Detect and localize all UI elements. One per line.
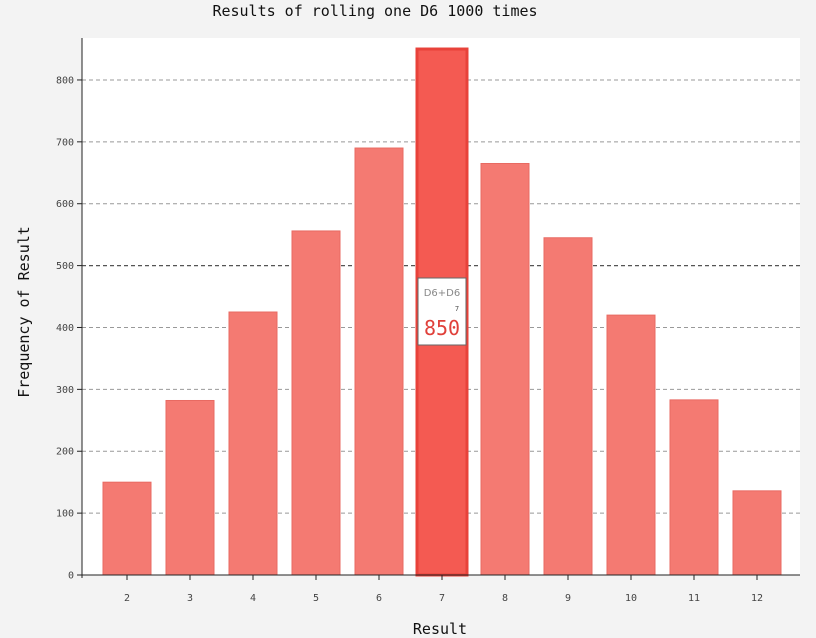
tooltip-series-name: D6+D6: [424, 288, 461, 299]
x-tick-label-10: 10: [625, 593, 637, 604]
bar-6[interactable]: [354, 147, 404, 576]
bar-3[interactable]: [165, 399, 215, 576]
y-tick-label-800: 800: [56, 75, 74, 86]
x-tick-labels: 2 3 4 5 6 7 8 9 10 11 12: [124, 575, 763, 604]
bar-9[interactable]: [543, 237, 593, 576]
y-tick-label-0: 0: [68, 571, 74, 582]
x-tick-label-11: 11: [688, 593, 700, 604]
y-tick-label-700: 700: [56, 137, 74, 148]
x-tick-label-4: 4: [250, 593, 256, 604]
y-tick-label-200: 200: [56, 447, 74, 458]
x-tick-label-7: 7: [439, 593, 445, 604]
y-tick-label-100: 100: [56, 509, 74, 520]
bar-11[interactable]: [669, 399, 719, 576]
y-tick-label-400: 400: [56, 323, 74, 334]
x-tick-label-3: 3: [187, 593, 193, 604]
bar-2[interactable]: [102, 481, 152, 576]
tooltip-box: [417, 277, 467, 346]
tooltip: D6+D6 7 850: [417, 277, 467, 346]
bar-12[interactable]: [732, 490, 782, 576]
x-tick-label-8: 8: [502, 593, 508, 604]
x-tick-label-5: 5: [313, 593, 319, 604]
tooltip-category: 7: [455, 305, 459, 313]
x-tick-label-6: 6: [376, 593, 382, 604]
x-tick-label-9: 9: [565, 593, 571, 604]
y-tick-label-500: 500: [56, 261, 74, 272]
bars: [102, 47, 782, 577]
bar-8[interactable]: [480, 162, 530, 576]
y-tick-label-300: 300: [56, 385, 74, 396]
x-tick-label-12: 12: [751, 593, 763, 604]
x-axis-title: Result: [412, 620, 468, 638]
tooltip-value: 850: [424, 316, 460, 340]
bar-10[interactable]: [606, 314, 656, 576]
y-tick-label-600: 600: [56, 199, 74, 210]
bar-5[interactable]: [291, 230, 341, 576]
x-tick-label-2: 2: [124, 593, 130, 604]
y-tick-labels: 0 100 200 300 400 500 600 700 800: [56, 75, 82, 582]
bar-4[interactable]: [228, 311, 278, 576]
chart-title: Results of rolling one D6 1000 times: [212, 2, 538, 20]
